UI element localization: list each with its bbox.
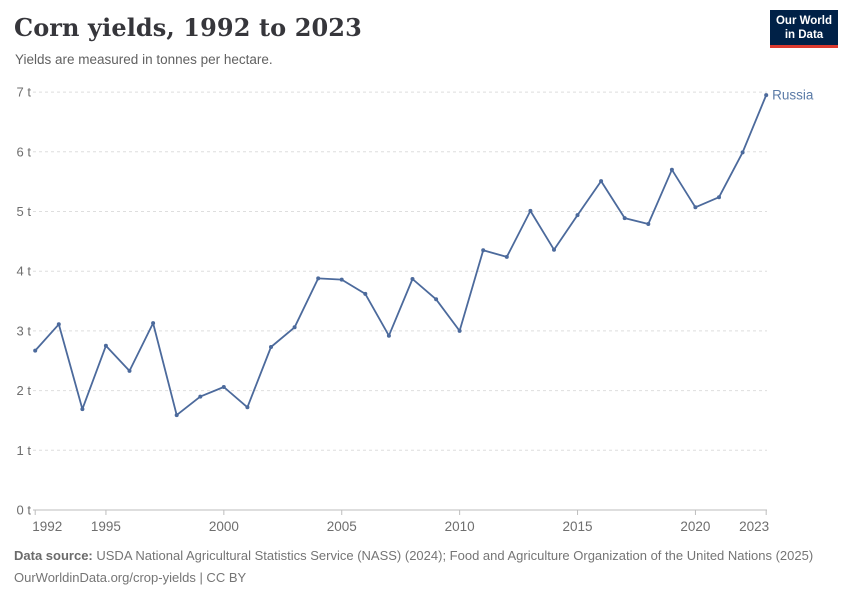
- data-point[interactable]: [457, 328, 462, 333]
- x-tick-label: 2015: [563, 519, 593, 534]
- data-point[interactable]: [434, 297, 439, 302]
- data-point[interactable]: [552, 247, 556, 252]
- y-tick-label: 4 t: [17, 264, 32, 279]
- data-point[interactable]: [221, 385, 226, 389]
- owid-logo-line2: in Data: [784, 29, 824, 41]
- x-tick-label: 2005: [327, 519, 357, 534]
- data-point[interactable]: [599, 179, 604, 184]
- data-point[interactable]: [693, 205, 698, 210]
- x-tick-label: 2000: [209, 519, 239, 534]
- data-source-text: USDA National Agricultural Statistics Se…: [96, 548, 814, 563]
- data-point[interactable]: [575, 213, 580, 218]
- owid-logo-line1: Our World: [775, 15, 832, 27]
- y-tick-label: 6 t: [17, 144, 32, 159]
- data-point[interactable]: [669, 167, 674, 172]
- x-tick-label: 1995: [91, 519, 121, 534]
- line-chart[interactable]: 0 t 1 t 2 t 3 t 4 t 5 t 6 t 7 t 1992 1995 2000 2005…: [0, 75, 850, 537]
- y-tick-label: 0 t: [17, 503, 32, 518]
- series-end-label[interactable]: Russia: [772, 88, 814, 103]
- data-point[interactable]: [56, 322, 61, 327]
- data-point[interactable]: [339, 277, 344, 282]
- chart-subtitle: Yields are measured in tonnes per hectar…: [15, 52, 273, 67]
- page-title: Corn yields, 1992 to 2023: [14, 13, 362, 42]
- data-point[interactable]: [80, 407, 85, 412]
- data-point[interactable]: [174, 413, 179, 418]
- data-source-label: Data source:: [14, 548, 93, 563]
- data-point[interactable]: [269, 345, 273, 349]
- data-point[interactable]: [151, 321, 156, 326]
- data-point[interactable]: [316, 276, 321, 281]
- x-tick-label: 2020: [680, 519, 710, 534]
- data-point[interactable]: [764, 93, 769, 98]
- x-tick-label: 1992: [32, 519, 62, 534]
- data-point[interactable]: [740, 150, 745, 155]
- chart-footer: Data source: USDA National Agricultural …: [14, 545, 836, 589]
- data-line-russia[interactable]: [34, 94, 768, 417]
- data-point[interactable]: [386, 333, 391, 338]
- data-point[interactable]: [127, 368, 132, 373]
- data-source-line: Data source: USDA National Agricultural …: [14, 545, 836, 567]
- data-point[interactable]: [198, 394, 203, 399]
- x-tick-label: 2010: [445, 519, 475, 534]
- x-tick-label: 2023: [739, 519, 769, 534]
- y-tick-label: 7 t: [17, 85, 32, 100]
- data-point[interactable]: [410, 277, 415, 281]
- y-tick-label: 5 t: [17, 204, 32, 219]
- data-point[interactable]: [717, 195, 721, 200]
- data-point[interactable]: [646, 222, 651, 226]
- owid-logo: Our World in Data: [770, 10, 838, 48]
- data-point[interactable]: [245, 405, 250, 410]
- data-point[interactable]: [622, 216, 627, 221]
- data-point[interactable]: [103, 343, 108, 348]
- data-point[interactable]: [481, 248, 486, 253]
- y-tick-label: 1 t: [17, 443, 32, 458]
- attribution: OurWorldinData.org/crop-yields | CC BY: [14, 570, 247, 585]
- y-tick-label: 2 t: [17, 383, 32, 398]
- data-point[interactable]: [363, 291, 368, 296]
- data-point[interactable]: [33, 348, 38, 353]
- data-point[interactable]: [528, 208, 533, 213]
- data-point[interactable]: [504, 254, 509, 259]
- y-tick-label: 3 t: [17, 323, 32, 338]
- data-point[interactable]: [292, 325, 297, 330]
